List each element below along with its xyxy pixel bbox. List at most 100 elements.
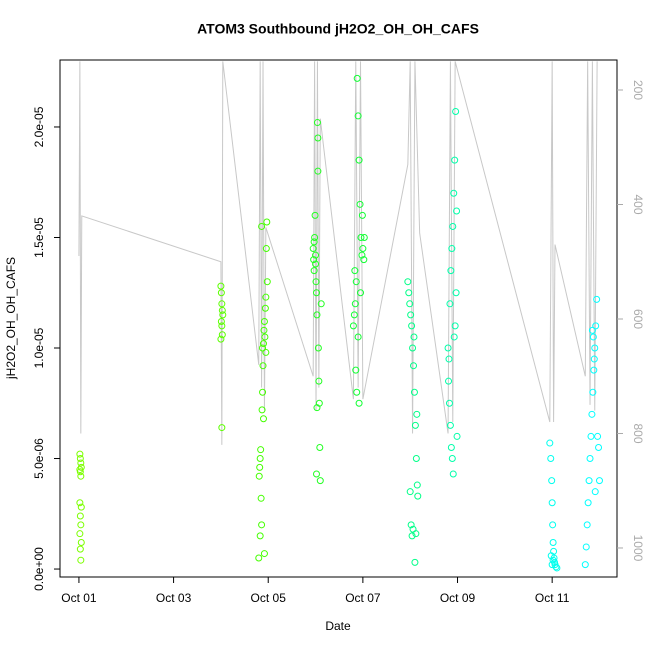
data-point <box>77 521 85 529</box>
data-point <box>217 282 225 290</box>
data-point <box>314 167 322 175</box>
data-point <box>444 344 452 352</box>
data-point <box>410 388 418 396</box>
data-point <box>589 388 597 396</box>
data-point <box>450 333 458 341</box>
data-point <box>445 399 453 407</box>
data-point <box>258 222 266 230</box>
data-point <box>218 331 226 339</box>
data-point <box>263 218 271 226</box>
data-point <box>582 543 590 551</box>
data-point <box>217 317 225 325</box>
y-tick-label: 1.5e-05 <box>32 217 46 258</box>
data-point <box>451 156 459 164</box>
data-point <box>256 455 264 463</box>
data-point <box>355 156 363 164</box>
data-point <box>453 432 461 440</box>
data-point <box>549 556 557 564</box>
data-point <box>408 532 416 540</box>
data-point <box>410 333 418 341</box>
data-point <box>314 134 322 142</box>
data-point <box>594 432 602 440</box>
pressure-line <box>78 61 598 445</box>
data-point <box>263 278 271 286</box>
data-point <box>316 443 324 451</box>
data-point <box>592 322 600 330</box>
data-point <box>359 245 367 253</box>
data-point <box>356 200 364 208</box>
y-axis-label: jH2O2_OH_OH_CAFS <box>4 257 18 380</box>
data-point <box>76 545 84 553</box>
y2-tick-label: 200 <box>631 80 645 100</box>
data-point <box>589 333 597 341</box>
data-point <box>310 267 318 275</box>
data-point <box>310 256 318 264</box>
data-point <box>412 455 420 463</box>
data-point <box>76 530 84 538</box>
y-tick-label: 2.0e-05 <box>32 106 46 147</box>
data-point <box>445 377 453 385</box>
data-point <box>76 450 84 458</box>
data-point <box>449 222 457 230</box>
data-point <box>255 554 263 562</box>
data-point <box>585 477 593 485</box>
y-tick-label: 1.0e-05 <box>32 327 46 368</box>
data-point <box>583 521 591 529</box>
data-point <box>451 322 459 330</box>
data-point <box>256 532 264 540</box>
data-point <box>351 267 359 275</box>
x-tick-label: Oct 05 <box>251 591 287 605</box>
data-point <box>588 326 596 334</box>
data-point <box>218 424 226 432</box>
data-point <box>217 335 225 343</box>
x-axis-label: Date <box>325 619 351 633</box>
data-point <box>256 463 264 471</box>
data-point <box>450 189 458 197</box>
data-point <box>448 245 456 253</box>
data-point <box>219 311 227 319</box>
data-point <box>591 488 599 496</box>
data-point <box>547 552 555 560</box>
data-point <box>259 415 267 423</box>
data-point <box>360 233 368 241</box>
data-point <box>77 503 85 511</box>
y-tick-label: 0.0e+00 <box>32 547 46 591</box>
y-tick-label: 5.0e-06 <box>32 438 46 479</box>
data-point <box>351 300 359 308</box>
data-point <box>77 459 85 467</box>
data-point <box>446 421 454 429</box>
data-point <box>447 443 455 451</box>
data-point <box>77 539 85 547</box>
data-point <box>259 340 267 348</box>
data-point <box>452 108 460 116</box>
x-tick-label: Oct 03 <box>156 591 192 605</box>
data-point <box>355 399 363 407</box>
data-point <box>445 355 453 363</box>
data-point <box>408 322 416 330</box>
data-point <box>588 410 596 418</box>
plot-frame <box>59 59 618 578</box>
data-point <box>407 521 415 529</box>
data-point <box>262 348 270 356</box>
data-point <box>412 530 420 538</box>
data-point <box>590 355 598 363</box>
data-point <box>317 300 325 308</box>
data-point <box>314 344 322 352</box>
data-point <box>258 521 266 529</box>
chart-title: ATOM3 Southbound jH2O2_OH_OH_CAFS <box>197 21 479 37</box>
data-point <box>406 488 414 496</box>
plot-area <box>76 61 603 572</box>
data-point <box>447 267 455 275</box>
data-point <box>593 295 601 303</box>
data-point <box>310 238 318 246</box>
data-point <box>311 233 319 241</box>
data-point <box>349 322 357 330</box>
data-point <box>547 455 555 463</box>
data-point <box>352 366 360 374</box>
data-point <box>581 561 589 569</box>
y2-tick-label: 400 <box>631 194 645 214</box>
data-point <box>312 278 320 286</box>
data-point <box>313 311 321 319</box>
y2-tick-label: 800 <box>631 423 645 443</box>
data-point <box>316 477 324 485</box>
